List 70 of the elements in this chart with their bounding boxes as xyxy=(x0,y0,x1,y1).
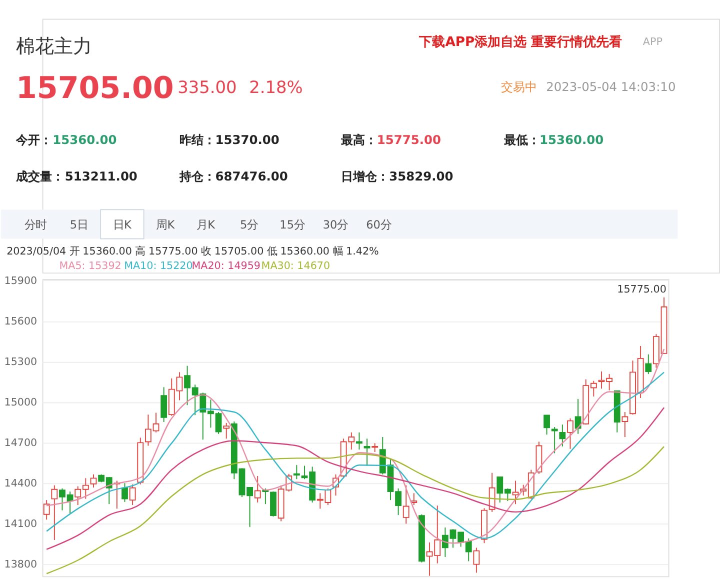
text: 15360.00 xyxy=(540,132,604,147)
text: 最低： xyxy=(502,132,540,147)
text: 交易中 xyxy=(500,80,537,94)
text: 687476.00 xyxy=(215,169,288,184)
text: MA30: 14670 xyxy=(261,260,330,272)
candlestick xyxy=(622,412,628,438)
text: 5分 xyxy=(240,218,258,232)
candlestick xyxy=(293,464,300,480)
candlestick xyxy=(559,424,566,447)
text: 15775.00 xyxy=(376,132,441,147)
chart-title: 棉花主力 xyxy=(16,36,92,58)
candlestick xyxy=(372,442,378,452)
candlestick xyxy=(410,492,418,506)
candlestick xyxy=(43,500,50,520)
text: 2023-05-04 14:03:10 xyxy=(546,80,676,94)
y-tick-label: 15600 xyxy=(4,315,38,328)
text: 15705.00 xyxy=(16,70,174,106)
candlestick xyxy=(465,538,472,562)
text: MA10: 15220 xyxy=(124,260,193,272)
text: 成交量： xyxy=(14,169,64,184)
text: 日K xyxy=(113,218,132,232)
y-tick-label: 14100 xyxy=(4,518,38,530)
candlestick xyxy=(90,474,97,488)
text: 513211.00 xyxy=(64,169,138,184)
text: 15370.00 xyxy=(215,132,280,147)
y-tick-label: 15900 xyxy=(4,274,38,287)
candlestick xyxy=(551,426,558,454)
text: 35829.00 xyxy=(389,169,454,184)
annotation: 15775.00 xyxy=(617,283,666,296)
candlestick xyxy=(567,418,574,450)
text: 335.00 xyxy=(178,77,237,98)
candlestick xyxy=(402,484,410,524)
candlestick xyxy=(223,422,230,440)
text: 60分 xyxy=(366,218,392,232)
line-series xyxy=(46,446,665,574)
line-series xyxy=(46,406,665,550)
text: 日增仓： xyxy=(341,169,390,184)
candlestick xyxy=(129,484,136,506)
text: 今开： xyxy=(14,132,52,147)
text: 5日 xyxy=(70,218,88,232)
y-tick-label: 15000 xyxy=(4,396,38,408)
text: 持仓： xyxy=(178,169,216,184)
candlestick xyxy=(364,438,370,466)
text: 15分 xyxy=(280,218,305,232)
candlestick xyxy=(512,480,519,505)
y-tick-label: 14700 xyxy=(4,436,38,449)
text: 昨结： xyxy=(180,132,216,147)
text: 15360.00 xyxy=(52,132,117,147)
candlestick xyxy=(122,482,128,502)
text: 2.18% xyxy=(249,77,303,98)
candlestick xyxy=(254,476,261,503)
text: 下载APP添加自选 重要行情优先看 xyxy=(418,34,622,50)
text: 分时 xyxy=(24,218,47,232)
candlestick xyxy=(488,472,496,512)
candlestick xyxy=(544,414,550,436)
text: 月K xyxy=(196,218,216,232)
text: MA20: 14959 xyxy=(192,260,260,272)
text: APP xyxy=(642,36,662,48)
y-tick-label: 15300 xyxy=(4,356,38,368)
candlestick xyxy=(51,484,58,540)
text: MA5: 15392 xyxy=(59,260,122,272)
y-tick-label: 13800 xyxy=(4,558,38,570)
text: 30分 xyxy=(322,218,348,232)
text: 2023/05/04 开 15360.00 高 15775.00 收 15705.00 低 15360.00 幅 1.42% xyxy=(6,246,380,258)
y-tick-label: 14400 xyxy=(4,477,38,490)
text: 最高： xyxy=(340,132,378,147)
candlestick xyxy=(645,354,652,375)
candlestick xyxy=(473,547,480,574)
text: 周K xyxy=(156,218,176,232)
candlestick xyxy=(160,386,168,422)
